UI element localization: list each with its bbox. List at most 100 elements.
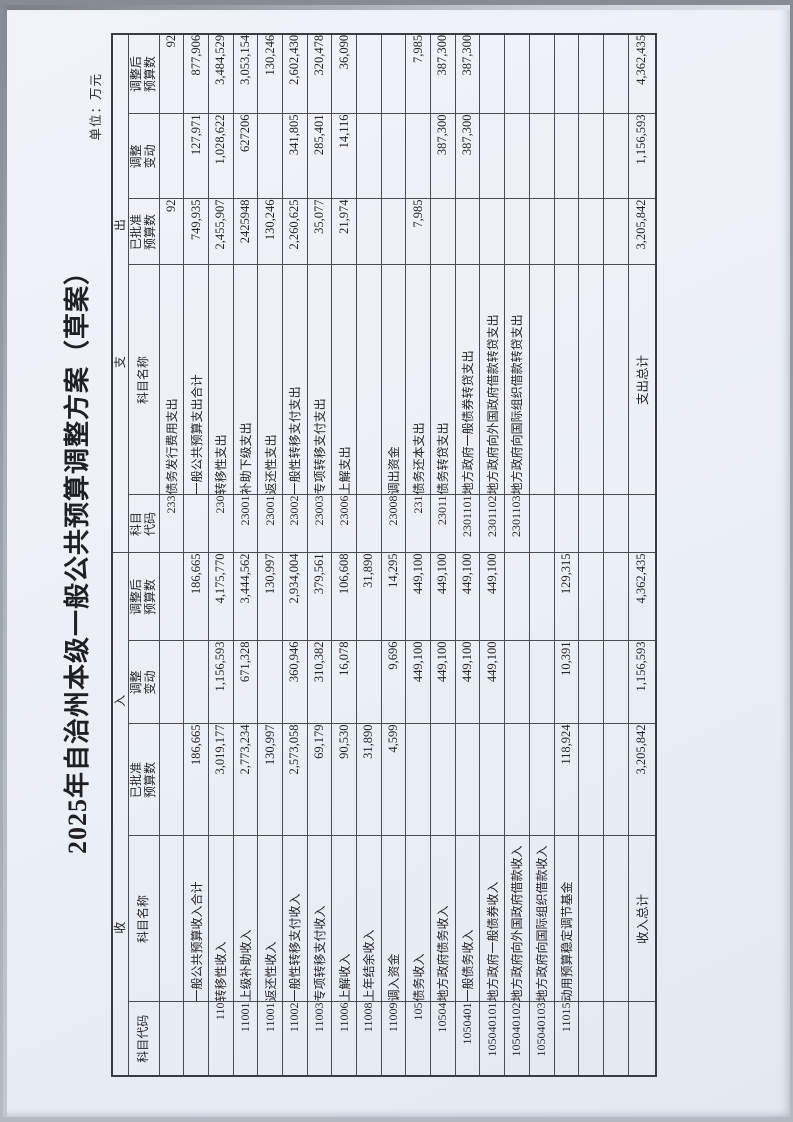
- table-row: 105040101 地方政府一般债券收入 449,100 449,100 2301102…: [479, 33, 505, 1076]
- cell-expenditure-name: 地方政府向国际组织借款转贷支出: [504, 264, 530, 495]
- expenditure-group-header: 支 出: [112, 33, 128, 553]
- cell-expenditure-code: [529, 494, 554, 553]
- cell-income-name: 地方政府向国际组织借款收入: [529, 836, 554, 1002]
- cell-expenditure-adjusted: 320,478: [307, 33, 332, 114]
- table-row: 110 转移性收入 3,019,177 1,156,593 4,175,770 230 转移…: [208, 33, 234, 1076]
- cell-income-adjusted: 4,175,770: [208, 552, 234, 641]
- cell-expenditure-approved: 2,260,625: [282, 198, 308, 265]
- cell-expenditure-name: 返还性支出: [257, 264, 283, 495]
- cell-income-code: 11001: [257, 1002, 283, 1076]
- table-row: 105040103 地方政府向国际组织借款收入: [529, 33, 554, 1076]
- cell-expenditure-adjusted: [603, 33, 629, 114]
- cell-expenditure-name: 地方政府一般债券转贷支出: [455, 264, 480, 495]
- cell-income-approved: 4,599: [381, 724, 406, 836]
- cell-expenditure-code: 23006: [331, 494, 357, 553]
- cell-income-name: [159, 836, 184, 1002]
- cell-expenditure-change: [529, 113, 554, 199]
- cell-income-code: 1050401: [455, 1002, 480, 1076]
- table-row: 10504 地方政府债务收入 449,100 449,100 23011 债务转贷支出 38…: [430, 33, 456, 1076]
- totals-expenditure-adjusted: 4,362,435: [628, 33, 657, 114]
- cell-income-adjusted: 31,890: [356, 552, 382, 641]
- cell-expenditure-adjusted: 2,602,430: [282, 33, 308, 114]
- cell-expenditure-name: 债务发行费用支出: [159, 264, 184, 495]
- table-row: 一般公共预算收入合计 186,665 186,665 一般公共预算支出合计 749,93…: [183, 33, 209, 1076]
- cell-income-change: 449,100: [405, 641, 431, 724]
- cell-expenditure-name: 转移性支出: [208, 264, 234, 495]
- table-row: 11001 上级补助收入 2,773,234 671,328 3,444,562 2300…: [233, 33, 258, 1076]
- cell-income-change: [504, 641, 530, 724]
- cell-expenditure-approved: 35,077: [307, 198, 332, 265]
- cell-expenditure-approved: 7,985: [405, 198, 431, 265]
- cell-expenditure-name: 一般性转移支付支出: [282, 264, 308, 495]
- cell-expenditure-change: 285,401: [307, 113, 332, 199]
- cell-income-adjusted: 129,315: [554, 552, 579, 641]
- cell-income-code: 11008: [356, 1002, 382, 1076]
- cell-income-approved: 2,573,058: [282, 724, 308, 836]
- totals-expenditure-approved: 3,205,842: [628, 198, 657, 265]
- table-row: 11009 调入资金 4,599 9,696 14,295 23008 调出资金: [381, 33, 406, 1076]
- totals-income-approved: 3,205,842: [628, 724, 657, 836]
- totals-expenditure-label: 支出总计: [628, 264, 657, 495]
- table-row: 11001 返还性收入 130,997 130,997 23001 返还性支出 130,24…: [257, 33, 283, 1076]
- cell-income-approved: [455, 724, 480, 836]
- cell-expenditure-change: [405, 113, 431, 199]
- cell-expenditure-change: [504, 113, 530, 199]
- cell-expenditure-approved: [430, 198, 456, 265]
- cell-expenditure-change: [578, 113, 604, 199]
- header-income-name: 科目名称: [128, 836, 159, 1002]
- cell-income-adjusted: [578, 552, 604, 641]
- table-row: 11015 动用预算稳定调节基金 118,924 10,391 129,315: [554, 33, 579, 1076]
- cell-expenditure-approved: [455, 198, 480, 265]
- cell-income-change: 671,328: [233, 641, 258, 724]
- header-expenditure-name: 科目名称: [128, 264, 159, 495]
- cell-income-code: [578, 1002, 604, 1076]
- cell-expenditure-name: 专项转移支付支出: [307, 264, 332, 495]
- cell-income-code: 10504: [430, 1002, 456, 1076]
- cell-income-code: 11006: [331, 1002, 357, 1076]
- table-row: [578, 33, 604, 1076]
- cell-income-name: 调入资金: [381, 836, 406, 1002]
- cell-income-name: 一般公共预算收入合计: [183, 836, 209, 1002]
- header-expenditure-approved: 已批准 预算数: [128, 198, 159, 265]
- cell-income-adjusted: 449,100: [479, 552, 505, 641]
- cell-income-adjusted: 3,444,562: [233, 552, 258, 641]
- cell-income-adjusted: 449,100: [455, 552, 480, 641]
- header-expenditure-code: 科目 代码: [128, 494, 159, 553]
- cell-income-change: 16,078: [331, 641, 357, 724]
- cell-expenditure-code: 2301103: [504, 494, 530, 553]
- cell-expenditure-code: 231: [405, 494, 431, 553]
- cell-income-approved: [479, 724, 505, 836]
- cell-expenditure-name: [603, 264, 629, 495]
- scan-edge-top: [3, 5, 790, 10]
- cell-income-change: 310,382: [307, 641, 332, 724]
- rotated-content: 2025年自治州本级一般公共预算调整方案（草案） 单位：万元 收 入: [51, 32, 658, 1077]
- cell-expenditure-adjusted: [479, 33, 505, 114]
- cell-income-name: 上级补助收入: [233, 836, 258, 1002]
- cell-income-name: 上解收入: [331, 836, 357, 1002]
- cell-expenditure-change: 1,028,622: [208, 113, 234, 199]
- cell-expenditure-adjusted: 387,300: [455, 33, 480, 114]
- table-row: 11002 一般性转移支付收入 2,573,058 360,946 2,934,004 2…: [282, 33, 308, 1076]
- income-group-char-2: 入: [112, 694, 127, 707]
- cell-income-approved: 90,530: [331, 724, 357, 836]
- cell-income-approved: 130,997: [257, 724, 283, 836]
- cell-expenditure-approved: 749,935: [183, 198, 209, 265]
- expenditure-group-char-1: 支: [112, 356, 127, 369]
- cell-expenditure-code: 23001: [233, 494, 258, 553]
- cell-expenditure-name: 债务转贷支出: [430, 264, 456, 495]
- cell-expenditure-change: [159, 113, 184, 199]
- cell-expenditure-code: [603, 494, 629, 553]
- cell-income-change: 449,100: [479, 641, 505, 724]
- cell-income-adjusted: 379,561: [307, 552, 332, 641]
- cell-expenditure-code: 23001: [257, 494, 283, 553]
- cell-income-name: 一般债务收入: [455, 836, 480, 1002]
- table-row: 11003 专项转移支付收入 69,179 310,382 379,561 23003 专项…: [307, 33, 332, 1076]
- cell-income-code: 11003: [307, 1002, 332, 1076]
- cell-income-approved: 2,773,234: [233, 724, 258, 836]
- cell-expenditure-adjusted: [578, 33, 604, 114]
- cell-expenditure-approved: [554, 198, 579, 265]
- cell-income-code: 11002: [282, 1002, 308, 1076]
- scan-edge-left: [3, 5, 7, 1117]
- cell-expenditure-code: [356, 494, 382, 553]
